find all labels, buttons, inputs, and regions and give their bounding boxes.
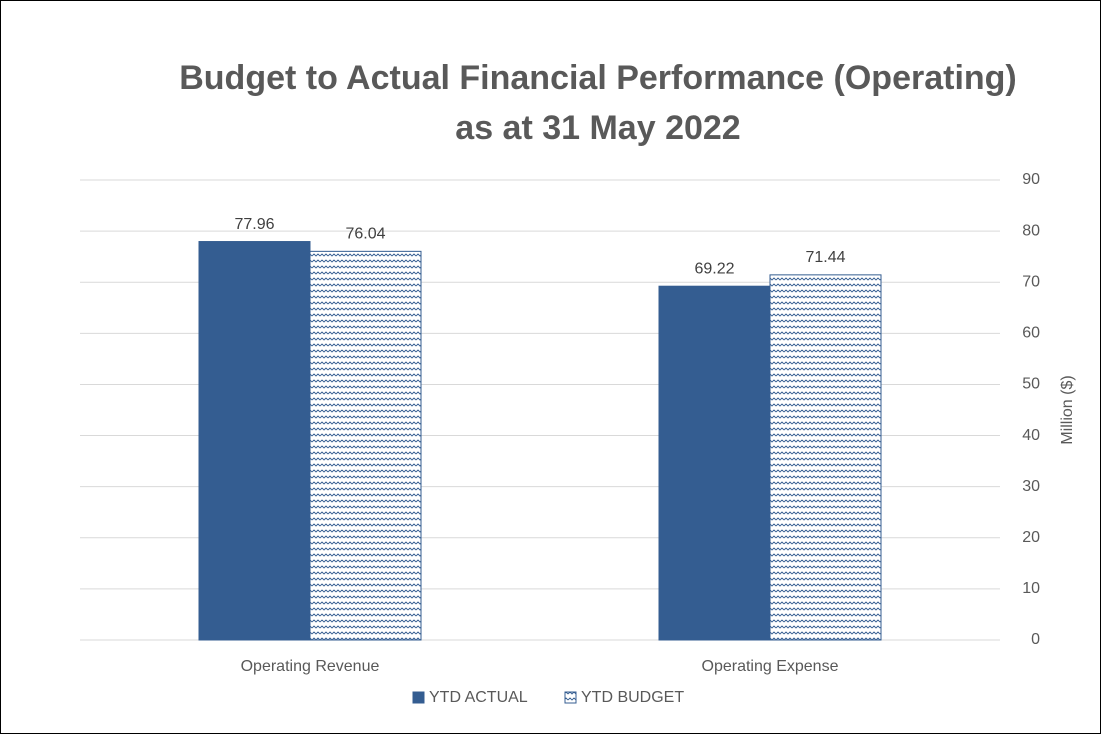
legend-swatch [412, 691, 425, 704]
y-tick-label: 80 [1022, 222, 1040, 239]
chart-title: Budget to Actual Financial Performance (… [179, 59, 1017, 97]
bar [658, 285, 771, 641]
y-tick-label: 90 [1022, 171, 1040, 188]
legend-label: YTD ACTUAL [429, 689, 528, 706]
y-tick-label: 0 [1031, 631, 1040, 648]
y-tick-label: 20 [1022, 529, 1040, 546]
x-tick-label: Operating Expense [702, 658, 839, 675]
y-axis-label: Million ($) [1059, 375, 1076, 444]
bar [769, 274, 882, 641]
y-tick-label: 40 [1022, 427, 1040, 444]
y-tick-label: 10 [1022, 580, 1040, 597]
x-tick-label: Operating Revenue [241, 658, 380, 675]
chart-title: as at 31 May 2022 [455, 109, 740, 147]
y-tick-label: 30 [1022, 478, 1040, 495]
data-label: 69.22 [694, 260, 734, 277]
legend-swatch [564, 691, 577, 704]
data-label: 76.04 [345, 226, 385, 243]
legend-label: YTD BUDGET [581, 689, 684, 706]
y-tick-label: 50 [1022, 376, 1040, 393]
y-tick-label: 60 [1022, 325, 1040, 342]
y-tick-label: 70 [1022, 273, 1040, 290]
data-label: 77.96 [234, 216, 274, 233]
data-label: 71.44 [805, 249, 845, 266]
bar [198, 241, 311, 641]
bar [309, 250, 422, 641]
